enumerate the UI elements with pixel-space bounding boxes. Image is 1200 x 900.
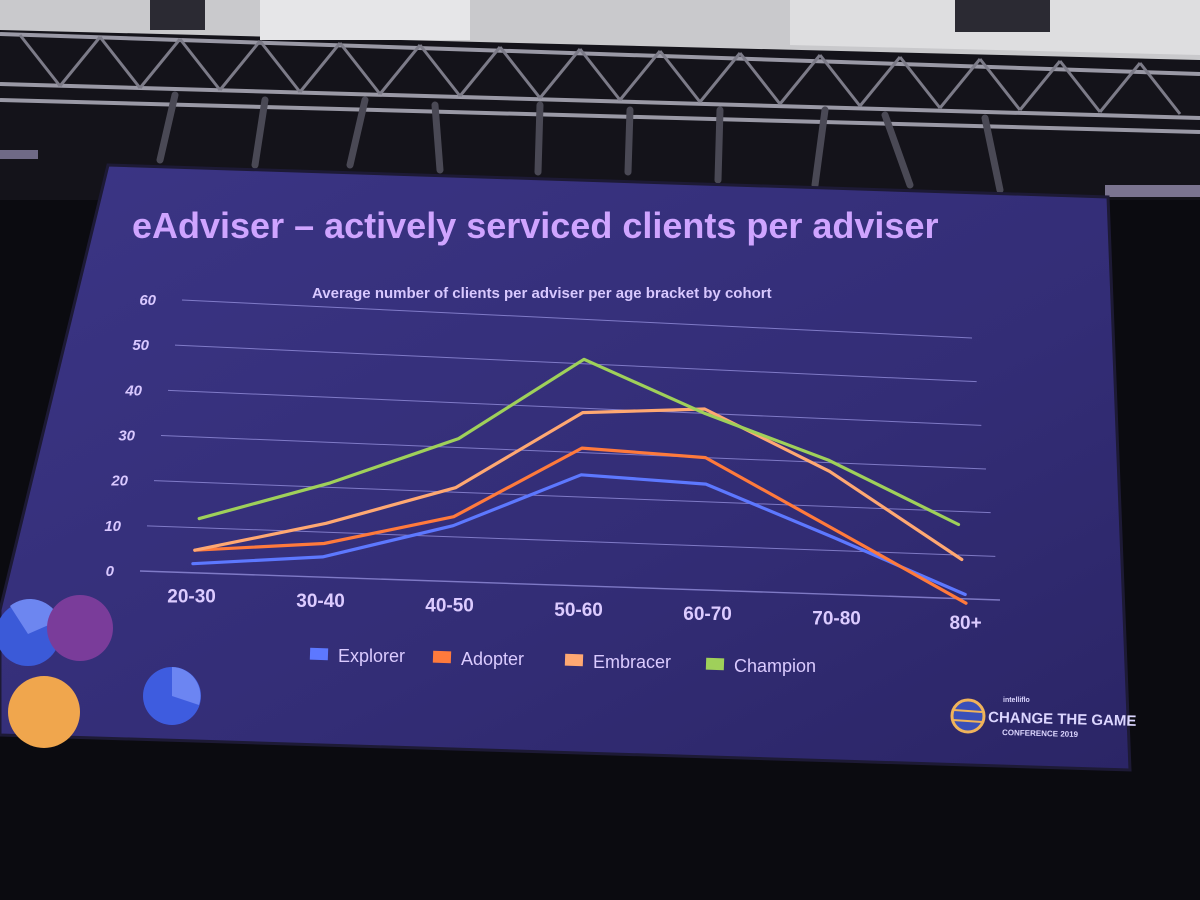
x-tick-label: 60-70 <box>683 604 732 625</box>
chart-series <box>191 357 968 605</box>
x-tick-label: 40-50 <box>425 595 474 616</box>
x-axis-ticks: 20-30 30-40 40-50 50-60 60-70 70-80 80+ <box>167 587 981 634</box>
y-tick-label: 50 <box>132 337 149 354</box>
legend-label-explorer: Explorer <box>338 646 405 666</box>
legend-swatch-embracer <box>564 653 584 667</box>
chart-title: Average number of clients per adviser pe… <box>312 285 772 302</box>
x-tick-label: 30-40 <box>296 591 345 612</box>
legend-swatch-explorer <box>309 647 329 661</box>
x-tick-label: 20-30 <box>167 587 216 608</box>
gridline-20 <box>153 480 991 514</box>
logo-small-text: intelliflo <box>1003 697 1030 704</box>
globe-icon <box>950 698 986 734</box>
y-tick-label: 20 <box>110 473 128 490</box>
x-tick-label: 70-80 <box>812 608 861 629</box>
x-tick-label: 50-60 <box>554 600 603 621</box>
legend-swatch-adopter <box>432 650 452 664</box>
y-tick-label: 60 <box>139 292 156 309</box>
series-line-adopter <box>193 446 968 605</box>
screen-panel <box>0 163 1132 772</box>
x-tick-label: 80+ <box>949 613 981 634</box>
decorative-circles <box>0 595 201 748</box>
slide-title: eAdviser – actively serviced clients per… <box>132 205 938 246</box>
logo-sub-text: CONFERENCE 2019 <box>1002 728 1079 739</box>
conference-logo: intelliflo CHANGE THE GAME CONFERENCE 20… <box>950 697 1137 739</box>
gridline-60 <box>181 299 973 339</box>
y-tick-label: 0 <box>106 563 115 580</box>
y-tick-label: 40 <box>124 382 142 399</box>
gridline-0 <box>139 570 1001 601</box>
y-tick-label: 10 <box>104 518 121 535</box>
legend-label-adopter: Adopter <box>461 649 524 669</box>
legend-label-embracer: Embracer <box>593 652 671 672</box>
legend-swatch-champion <box>705 657 725 671</box>
series-line-embracer <box>193 407 964 562</box>
series-line-explorer <box>191 473 967 597</box>
chart-legend: Explorer Adopter Embracer Champion <box>309 646 816 676</box>
legend-label-champion: Champion <box>734 656 816 676</box>
y-tick-label: 30 <box>118 428 135 445</box>
gridline-40 <box>167 389 982 426</box>
series-line-champion <box>197 357 961 527</box>
y-axis-ticks: 0 10 20 30 40 50 60 <box>104 292 156 580</box>
logo-main-text: CHANGE THE GAME <box>988 709 1137 730</box>
